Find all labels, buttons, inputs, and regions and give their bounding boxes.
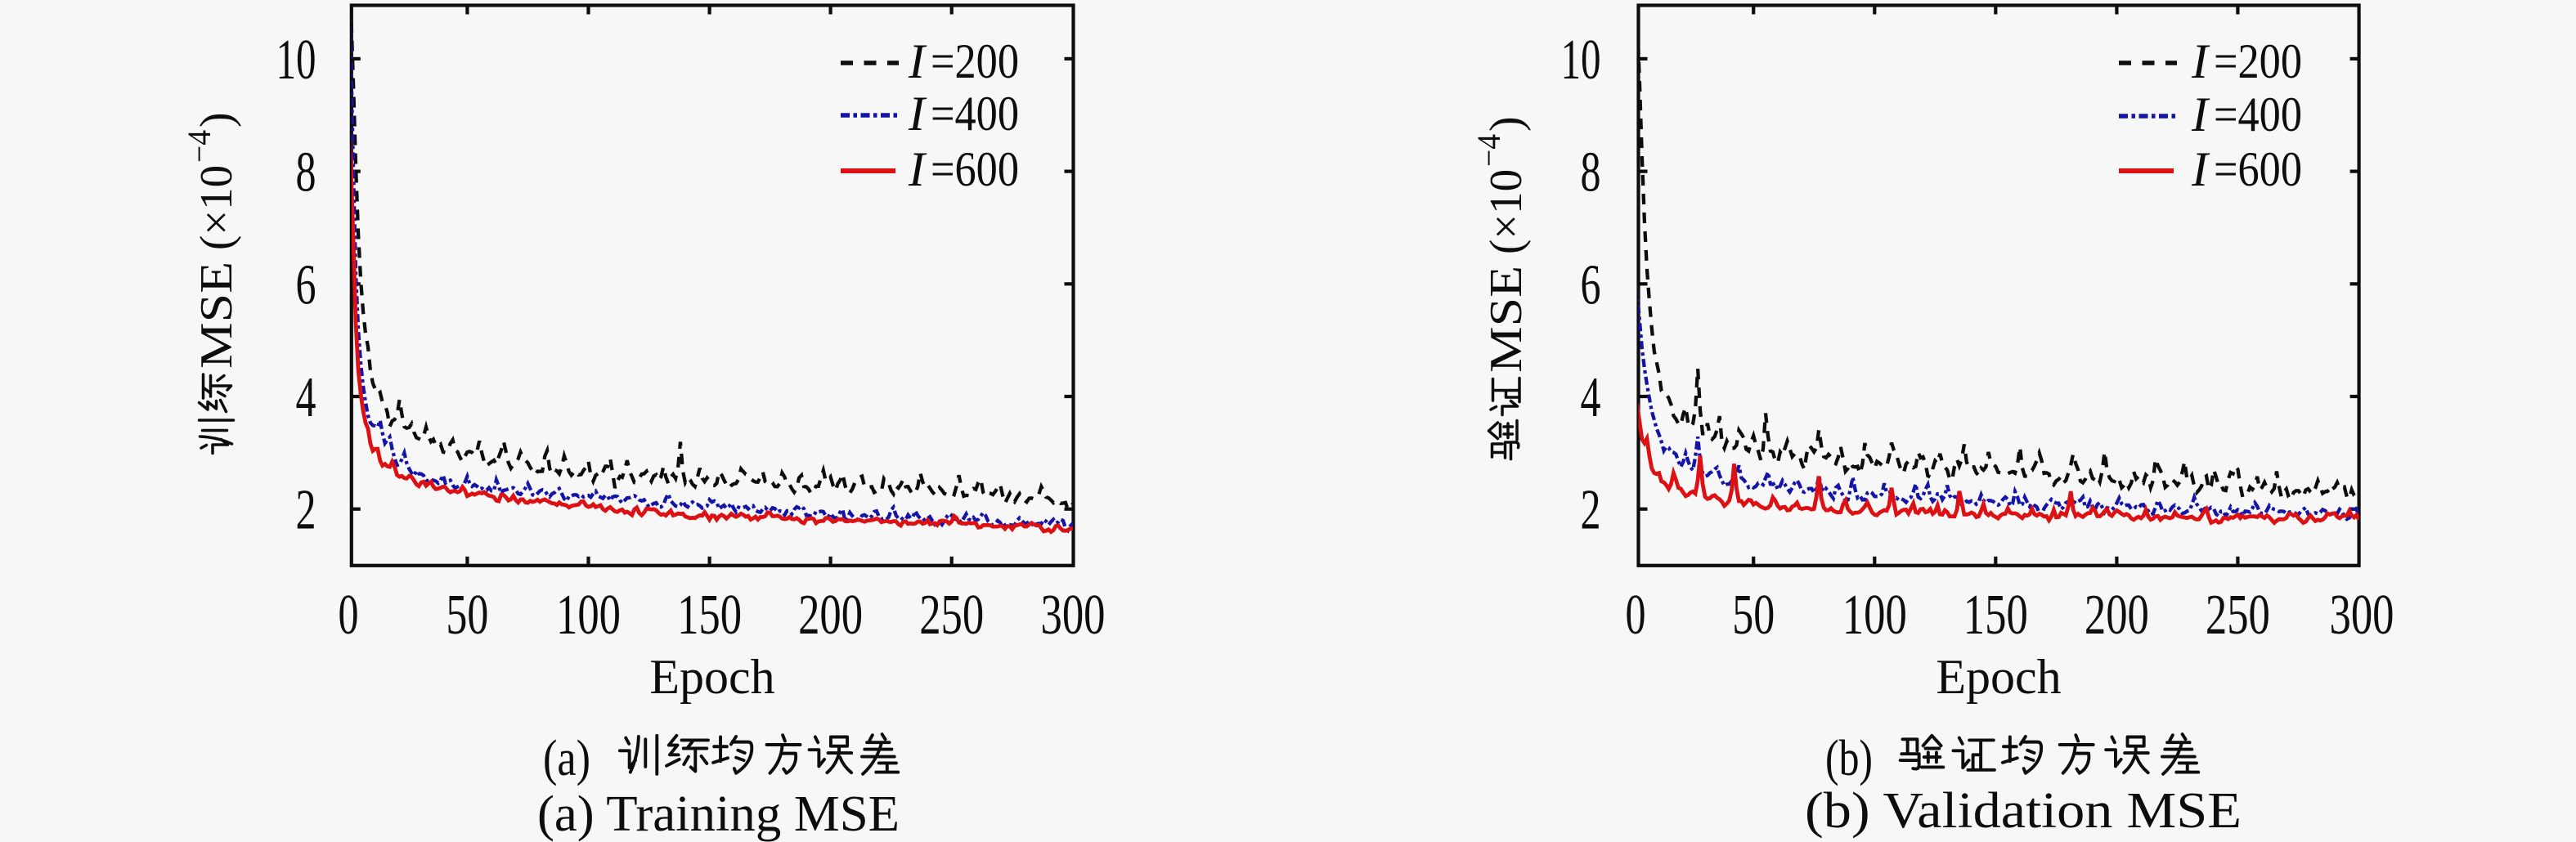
svg-text:0: 0 (339, 584, 359, 647)
svg-text:MSE: MSE (191, 262, 242, 369)
svg-text:(a) Training MSE: (a) Training MSE (537, 786, 900, 842)
svg-text:I: I (2191, 87, 2210, 141)
svg-text:Epoch: Epoch (649, 650, 774, 704)
svg-text:I: I (2191, 142, 2210, 196)
svg-text:): ) (191, 112, 242, 128)
svg-text:=600: =600 (2214, 142, 2302, 196)
svg-text:300: 300 (1041, 584, 1106, 647)
svg-text:250: 250 (919, 584, 984, 647)
svg-text:−4: −4 (1470, 134, 1507, 167)
svg-text:50: 50 (1732, 584, 1775, 647)
svg-text:100: 100 (1842, 584, 1907, 647)
svg-text:(×10: (×10 (191, 165, 242, 250)
svg-text:(×10: (×10 (1481, 169, 1532, 254)
svg-text:8: 8 (1581, 141, 1601, 204)
svg-text:150: 150 (1963, 584, 2028, 647)
svg-text:): ) (1481, 116, 1532, 132)
svg-text:−4: −4 (181, 130, 218, 163)
svg-text:200: 200 (798, 584, 863, 647)
svg-text:MSE: MSE (1481, 266, 1532, 373)
svg-text:(a): (a) (543, 731, 590, 786)
svg-text:Epoch: Epoch (1936, 650, 2061, 704)
svg-text:=400: =400 (2214, 87, 2302, 141)
svg-text:=600: =600 (931, 142, 1019, 196)
svg-text:150: 150 (677, 584, 742, 647)
svg-text:=200: =200 (2214, 34, 2302, 88)
svg-text:(b) Validation MSE: (b) Validation MSE (1805, 783, 2242, 839)
svg-text:I: I (2191, 34, 2210, 88)
svg-text:100: 100 (556, 584, 621, 647)
svg-text:=200: =200 (931, 34, 1019, 88)
svg-text:=400: =400 (931, 87, 1019, 141)
svg-text:10: 10 (1561, 29, 1601, 92)
svg-text:I: I (908, 87, 927, 141)
svg-text:10: 10 (276, 29, 316, 92)
svg-text:I: I (908, 34, 927, 88)
svg-text:6: 6 (296, 253, 316, 316)
svg-text:2: 2 (1581, 479, 1601, 542)
svg-text:2: 2 (296, 479, 316, 542)
svg-text:200: 200 (2085, 584, 2149, 647)
svg-text:250: 250 (2206, 584, 2270, 647)
svg-text:0: 0 (1626, 584, 1646, 647)
svg-text:(b): (b) (1825, 731, 1873, 786)
svg-text:6: 6 (1581, 253, 1601, 316)
svg-text:4: 4 (296, 366, 316, 429)
svg-text:300: 300 (2330, 584, 2394, 647)
svg-text:4: 4 (1581, 366, 1601, 429)
svg-text:8: 8 (296, 141, 316, 204)
svg-text:I: I (908, 142, 927, 196)
svg-text:50: 50 (446, 584, 488, 647)
